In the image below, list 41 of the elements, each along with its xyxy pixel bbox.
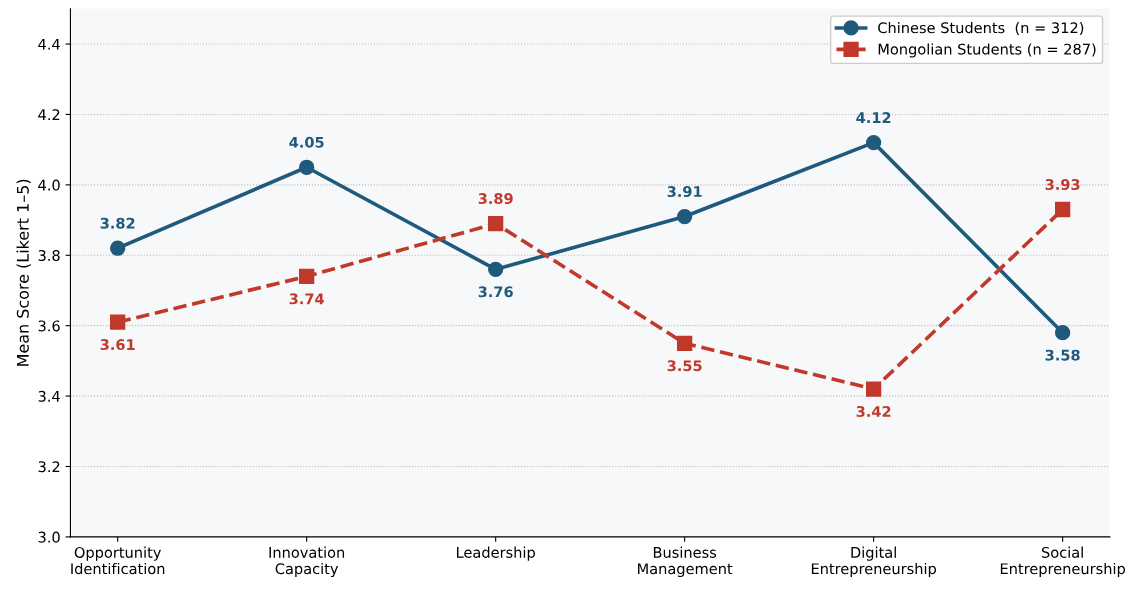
point [110, 240, 126, 256]
point [110, 314, 126, 330]
point [1054, 201, 1071, 218]
x-tick-label: Social Entrepreneurship [1000, 546, 1125, 578]
x-tick-label: Leadership [457, 546, 535, 561]
data-label: 3.89 [478, 193, 513, 205]
point [865, 134, 882, 151]
y-tick-label: 4.2 [38, 109, 60, 120]
y-tick-label: 3.8 [38, 249, 60, 262]
data-label: 3.74 [289, 293, 324, 305]
data-label: 3.61 [100, 339, 135, 351]
data-label: 3.58 [1045, 349, 1080, 361]
data-label: 3.93 [1045, 178, 1080, 191]
x-tick-label: Innovation Capacity [269, 546, 345, 578]
point [1054, 325, 1071, 341]
data-label: 3.82 [100, 217, 135, 229]
y-tick-label: 3.0 [38, 531, 60, 543]
point [299, 159, 315, 175]
data-label: 3.42 [856, 405, 891, 417]
data-label: 3.91 [667, 186, 702, 198]
point [677, 208, 693, 225]
y-tick-label: 3.4 [38, 390, 60, 402]
data-label: 3.55 [667, 360, 702, 372]
legend-label: Chinese Students (n = 312) [878, 21, 1084, 35]
x-tick-label: Opportunity Identification [71, 546, 165, 575]
legend-label: Mongolian Students (n = 287) [878, 43, 1096, 58]
data-label: 4.05 [289, 136, 324, 148]
point [488, 215, 504, 232]
y-axis-title: Mean Score (Likert 1–5) [16, 179, 31, 366]
y-tick-label: 3.2 [38, 461, 60, 473]
data-label: 3.76 [478, 286, 513, 298]
data-label: 4.12 [856, 112, 891, 123]
y-tick-label: 3.6 [38, 320, 60, 332]
x-tick-label: Digital Entrepreneurship [811, 546, 936, 578]
point [865, 381, 882, 397]
point [677, 335, 693, 351]
y-tick-label: 4.4 [38, 38, 60, 50]
point [488, 261, 504, 277]
point [299, 268, 315, 285]
x-tick-label: Business Management [638, 546, 733, 578]
y-tick-label: 4.0 [38, 179, 60, 191]
